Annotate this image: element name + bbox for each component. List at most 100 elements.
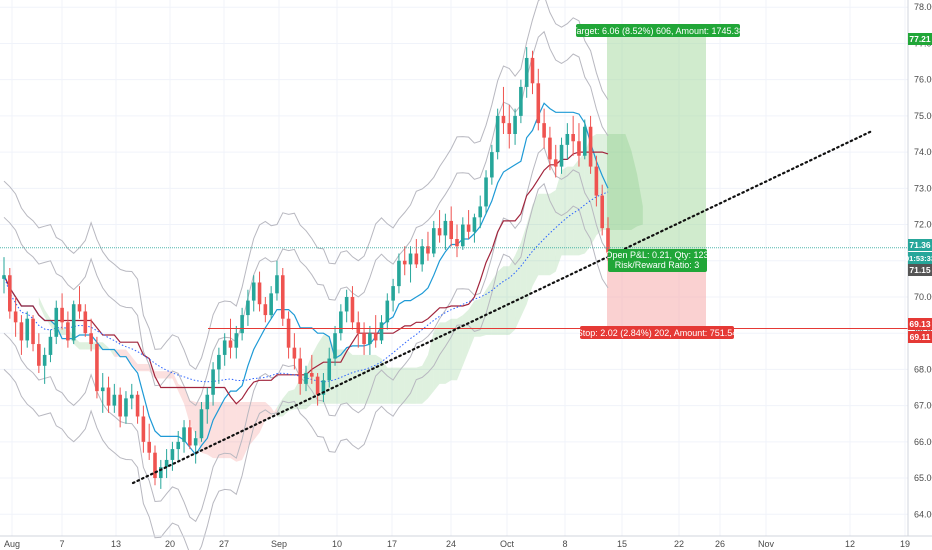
cloud-segment xyxy=(184,387,190,424)
cloud-segment xyxy=(520,224,527,317)
cloud-segment xyxy=(515,242,521,330)
candle-body xyxy=(280,275,285,319)
candle-body xyxy=(553,159,558,167)
candle-body xyxy=(588,126,593,167)
candle-body xyxy=(77,304,82,312)
cloud-segment xyxy=(462,309,469,366)
conversion-line xyxy=(3,102,609,456)
cloud-segment xyxy=(125,349,132,364)
candle-body xyxy=(431,228,436,254)
candle-body xyxy=(234,333,239,348)
cloud-segment xyxy=(131,356,138,372)
candle-body xyxy=(426,246,430,254)
cloud-segment xyxy=(387,367,394,404)
candle-body xyxy=(31,318,35,345)
cloud-segment xyxy=(613,134,620,230)
cloud-segment xyxy=(497,266,504,335)
cloud-segment xyxy=(381,358,388,404)
cloud-segment xyxy=(457,315,463,381)
candle-body xyxy=(455,239,459,247)
y-tick-label: 75.00 xyxy=(914,111,932,121)
open-pnl-box xyxy=(608,249,707,272)
horizontal-price-lines xyxy=(0,247,908,329)
candle-body xyxy=(135,394,140,417)
candle-body xyxy=(310,373,314,377)
candle-body xyxy=(124,398,128,417)
cloud-segment xyxy=(247,402,254,448)
y-tick-label: 70.00 xyxy=(914,292,932,302)
x-tick-label: 7 xyxy=(59,539,64,549)
candle-body xyxy=(159,467,163,479)
cloud-segment xyxy=(538,193,545,276)
candle-body xyxy=(100,387,105,392)
candle-body xyxy=(286,318,291,348)
cloud-segment xyxy=(224,402,231,459)
cloud-segment xyxy=(503,266,510,335)
candle-body xyxy=(315,376,320,395)
cloud-segment xyxy=(364,354,370,404)
y-tick-label: 68.00 xyxy=(914,364,932,374)
candle-body xyxy=(71,304,76,341)
candle-body xyxy=(217,354,221,370)
cloud-segment xyxy=(561,166,568,256)
candle-body xyxy=(437,228,442,236)
candle-body xyxy=(461,224,465,247)
candle-body xyxy=(54,307,59,337)
cloud-segment xyxy=(271,407,277,417)
cloud-segment xyxy=(242,402,248,460)
candle-body xyxy=(356,322,361,334)
candle-body xyxy=(13,311,18,323)
open-pnl-label: Open P&L: 0.21, Qty: 123 Risk/Reward Rat… xyxy=(605,249,709,272)
x-axis[interactable]: Aug 7 13 20 27 Sep 10 17 24 Oct 8 15 22 26 Nov 12 19 xyxy=(4,539,910,549)
cloud-segment xyxy=(474,298,481,337)
cloud-segment xyxy=(468,300,475,352)
candlestick-series[interactable] xyxy=(2,47,610,489)
cloud-segment xyxy=(637,173,643,227)
cloud-segment xyxy=(236,402,243,462)
candle-body xyxy=(466,224,471,232)
trend-line[interactable] xyxy=(131,129,874,485)
candle-body xyxy=(571,134,575,142)
candle-body xyxy=(333,333,337,359)
candle-body xyxy=(304,373,308,384)
x-tick-label: 15 xyxy=(617,539,627,549)
y-tick-label: 64.00 xyxy=(914,509,932,519)
candle-body xyxy=(147,441,151,453)
candle-body xyxy=(484,177,488,207)
cloud-segment xyxy=(486,280,492,335)
candle-body xyxy=(257,282,262,305)
candle-body xyxy=(141,416,146,442)
y-tick-label: 72.00 xyxy=(914,220,932,230)
candle-body xyxy=(414,253,419,265)
tag-current: 71.36 xyxy=(909,240,931,250)
candle-body xyxy=(240,315,244,334)
candle-body xyxy=(600,195,604,229)
y-axis[interactable]: 64.0065.0066.0067.0068.0069.0070.0071.00… xyxy=(914,2,932,519)
candle-body xyxy=(199,409,204,439)
cloud-segment xyxy=(335,349,341,404)
candle-body xyxy=(193,438,198,446)
x-tick-label: 17 xyxy=(387,539,397,549)
cloud-segment xyxy=(265,402,272,421)
candle-body xyxy=(362,333,366,345)
candle-body xyxy=(565,134,570,145)
x-tick-label: 27 xyxy=(219,539,229,549)
tag-target: 77.21 xyxy=(909,34,931,44)
candle-body xyxy=(606,228,610,254)
cloud-segment xyxy=(358,354,365,404)
cloud-segment xyxy=(578,152,585,256)
candle-body xyxy=(472,217,477,232)
candle-body xyxy=(292,347,297,359)
candle-body xyxy=(83,311,88,334)
candle-body xyxy=(263,304,268,316)
cloud-segment xyxy=(352,354,359,404)
cloud-segment xyxy=(178,383,185,404)
candle-body xyxy=(106,387,111,406)
candle-body xyxy=(350,296,355,323)
tag-stop-box xyxy=(908,318,932,330)
cloud-segment xyxy=(346,349,353,404)
stop-label-text: Stop: 2.02 (2.84%) 202, Amount: 751.54 xyxy=(577,328,738,338)
chart-grid xyxy=(0,0,908,536)
candle-body xyxy=(153,452,157,479)
